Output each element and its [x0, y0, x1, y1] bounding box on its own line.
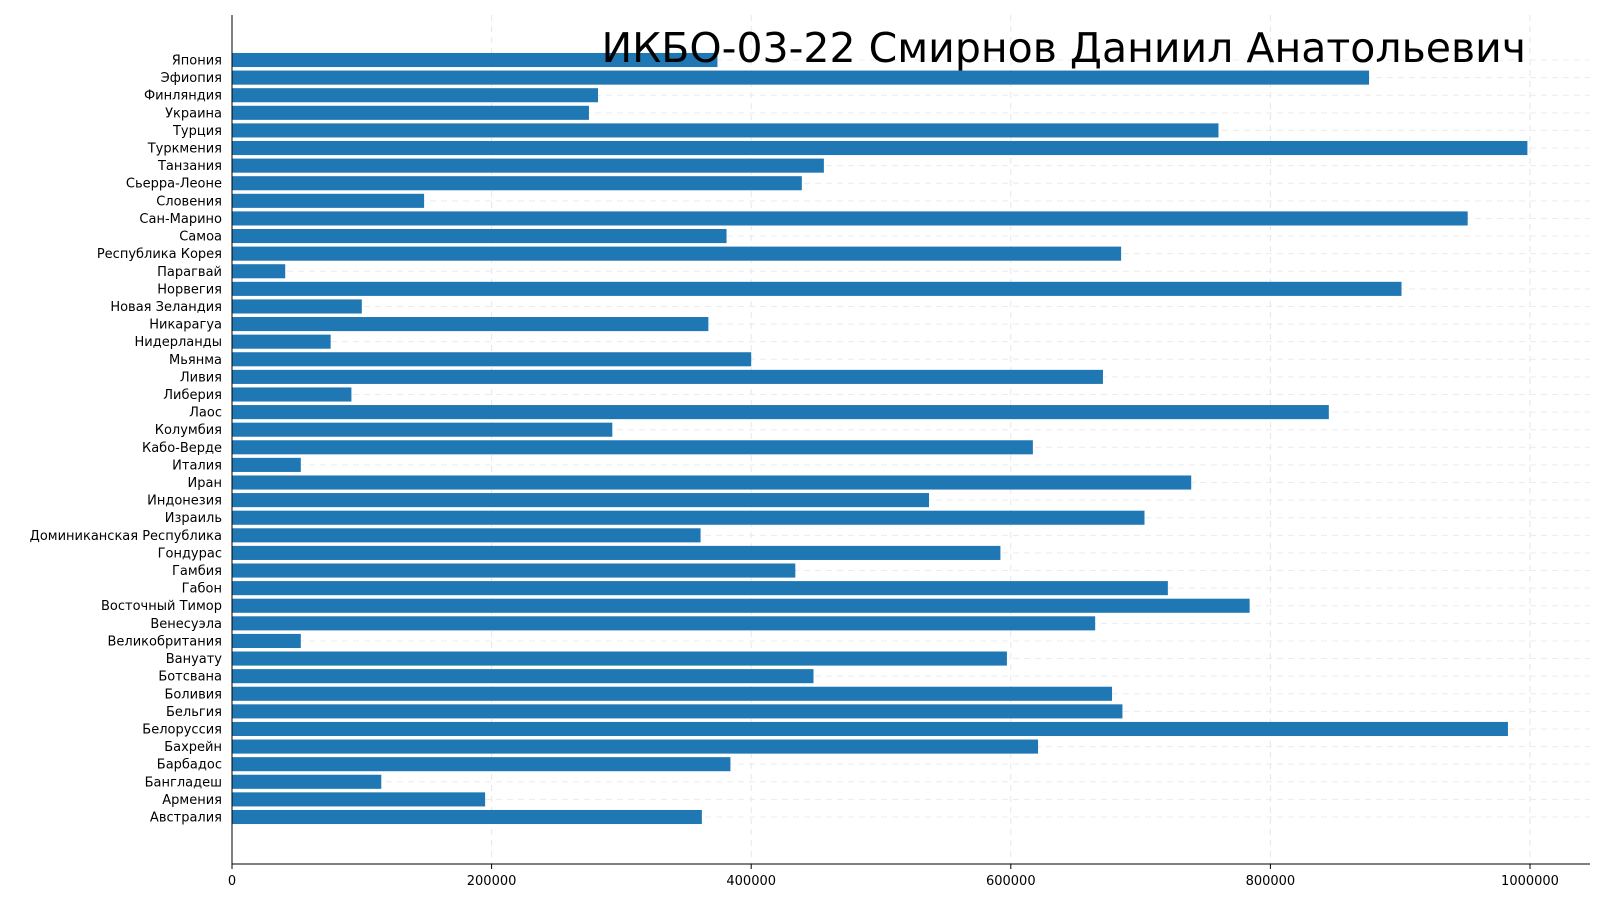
x-tick-label: 400000 — [726, 874, 776, 889]
bar — [232, 193, 425, 208]
bar — [232, 352, 752, 367]
y-tick-label: Сан-Марино — [139, 212, 222, 227]
bar — [232, 264, 286, 279]
y-tick-label: Боливия — [164, 687, 222, 702]
bar — [232, 405, 1329, 420]
y-tick-label: Нидерланды — [135, 335, 223, 350]
y-tick-label: Колумбия — [155, 423, 222, 438]
bar — [232, 334, 331, 349]
y-tick-label: Финляндия — [144, 89, 222, 104]
x-tick-labels: 0 200000 400000 600000 800000 1000000 — [228, 864, 1559, 889]
y-tick-label: Либерия — [163, 388, 222, 403]
bar — [232, 704, 1123, 719]
bar — [232, 88, 599, 103]
bar — [232, 317, 709, 332]
bar — [232, 616, 1096, 631]
bar — [232, 158, 824, 173]
bar — [232, 140, 1528, 156]
bar — [232, 774, 382, 789]
y-tick-label: Бельгия — [166, 705, 222, 720]
y-tick-label: Мьянма — [169, 353, 222, 368]
bar — [232, 246, 1122, 261]
bar — [232, 686, 1113, 701]
bar — [232, 545, 1001, 560]
y-tick-label: Венесуэла — [150, 617, 222, 632]
y-tick-label: Бахрейн — [164, 740, 222, 755]
bar — [232, 651, 1007, 666]
bars — [232, 52, 1528, 825]
y-tick-label: Сьерра-Леоне — [126, 177, 222, 192]
y-tick-label: Никарагуа — [149, 318, 222, 333]
y-tick-label: Бангладеш — [145, 775, 222, 790]
bar — [232, 792, 486, 807]
y-tick-label: Восточный Тимор — [101, 599, 222, 614]
y-tick-labels: Австралия Армения Бангладеш Барбадос Бахрейн… — [30, 54, 223, 826]
y-tick-label: Украина — [165, 106, 222, 121]
bar — [232, 510, 1145, 525]
bar — [232, 70, 1370, 85]
bar — [232, 493, 930, 508]
y-tick-label: Парагвай — [157, 265, 222, 280]
y-tick-label: Армения — [162, 793, 222, 808]
bar — [232, 440, 1033, 455]
bar — [232, 721, 1508, 737]
bar — [232, 369, 1103, 384]
bar — [232, 123, 1219, 138]
x-tick-label: 800000 — [1246, 874, 1296, 889]
bar — [232, 52, 718, 68]
y-tick-label: Турция — [172, 124, 222, 139]
y-tick-label: Танзания — [157, 159, 222, 174]
bar — [232, 299, 362, 314]
y-tick-label: Новая Зеландия — [110, 300, 222, 315]
y-tick-label: Ливия — [180, 370, 222, 385]
y-tick-label: Эфиопия — [161, 71, 222, 86]
y-tick-label: Индонезия — [147, 494, 222, 509]
y-tick-label: Лаос — [189, 406, 222, 421]
x-tick-label: 200000 — [467, 874, 517, 889]
x-tick-label: 1000000 — [1501, 874, 1559, 889]
bar — [232, 281, 1402, 296]
y-tick-label: Иран — [188, 476, 222, 491]
y-tick-label: Словения — [156, 194, 222, 209]
chart-title: ИКБО-03-22 Смирнов Даниил Анатольевич — [601, 24, 1526, 72]
y-tick-label: Гондурас — [158, 546, 222, 561]
y-tick-label: Белоруссия — [142, 722, 222, 737]
y-tick-label: Италия — [172, 458, 222, 473]
y-tick-label: Доминиканская Республика — [30, 529, 222, 544]
y-tick-label: Республика Корея — [97, 247, 222, 262]
x-tick-label: 0 — [228, 874, 236, 889]
bar — [232, 422, 613, 437]
bar — [232, 475, 1192, 490]
bar — [232, 669, 814, 684]
y-tick-label: Япония — [172, 54, 222, 69]
bar — [232, 528, 701, 543]
bar — [232, 581, 1168, 596]
y-tick-label: Туркмения — [147, 142, 222, 157]
bar — [232, 211, 1468, 226]
x-tick-label: 600000 — [986, 874, 1036, 889]
y-tick-label: Самоа — [179, 230, 222, 245]
y-tick-label: Кабо-Верде — [142, 441, 222, 456]
bar — [232, 757, 731, 772]
y-tick-label: Ботсвана — [158, 670, 222, 685]
bar — [232, 176, 802, 191]
bar — [232, 457, 301, 472]
y-tick-label: Израиль — [165, 511, 222, 526]
y-tick-label: Вануату — [166, 652, 223, 667]
bar — [232, 633, 301, 648]
bar — [232, 809, 702, 825]
y-tick-label: Австралия — [150, 811, 222, 826]
y-tick-label: Норвегия — [157, 282, 222, 297]
bar — [232, 105, 589, 120]
y-tick-label: Барбадос — [157, 758, 222, 773]
bar — [232, 739, 1039, 754]
bar — [232, 598, 1250, 613]
bar — [232, 387, 352, 402]
y-tick-label: Великобритания — [107, 634, 222, 649]
y-tick-label: Габон — [182, 582, 222, 597]
bar — [232, 563, 796, 578]
y-tick-label: Гамбия — [172, 564, 222, 579]
bar — [232, 229, 727, 244]
